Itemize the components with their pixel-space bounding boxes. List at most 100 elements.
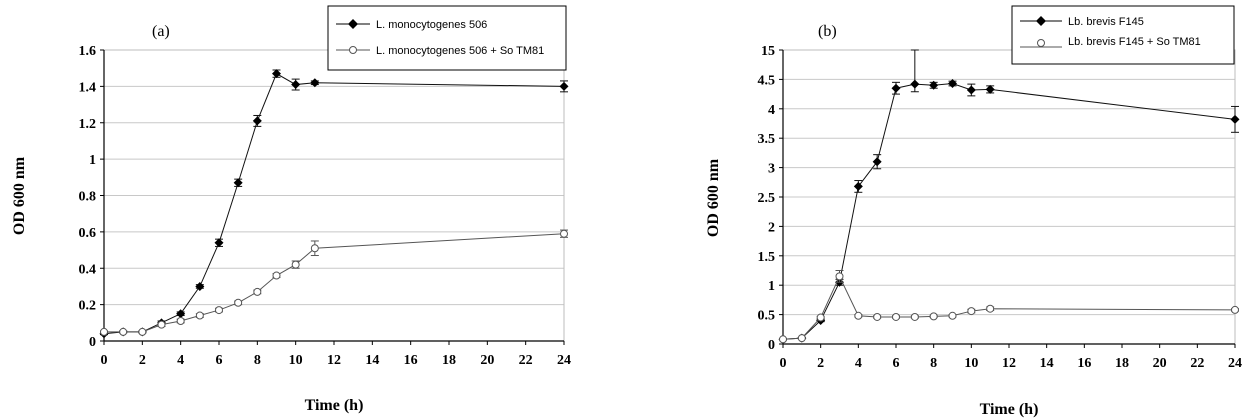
a-legend: L. monocytogenes 506 L. monocytogenes 50… bbox=[327, 5, 567, 71]
a-series bbox=[99, 69, 569, 339]
b-x-tick-label: 20 bbox=[1153, 356, 1167, 371]
a-series-1-point bbox=[214, 238, 224, 248]
a-series-1-point bbox=[176, 309, 186, 319]
a-series-2-point bbox=[157, 320, 166, 329]
b-y-tick-label: 0 bbox=[768, 338, 775, 353]
b-x-tick-label: 8 bbox=[930, 356, 937, 371]
a-series-2-point bbox=[176, 316, 185, 325]
b-series-1-point bbox=[891, 83, 901, 93]
a-x-tick-label: 16 bbox=[404, 353, 418, 368]
a-series-1-point bbox=[252, 116, 262, 126]
a-series-2-point bbox=[560, 229, 568, 238]
a-series-1-point bbox=[310, 78, 320, 88]
b-series-2-point bbox=[986, 304, 995, 313]
a-x-tick-label: 18 bbox=[442, 353, 456, 368]
b-x-tick-label: 0 bbox=[780, 356, 787, 371]
a-series-2-point bbox=[215, 306, 223, 315]
b-gridlines bbox=[783, 49, 1235, 316]
b-y-tick-label: 0.5 bbox=[758, 309, 776, 324]
b-x-axis-title: Time (h) bbox=[980, 401, 1039, 418]
b-y-axis-title: OD 600 nm bbox=[705, 158, 722, 237]
b-legend-circle-icon bbox=[1037, 39, 1045, 47]
b-series-2-point bbox=[892, 312, 900, 321]
b-series-2-point bbox=[873, 312, 882, 321]
b-series-2-point bbox=[967, 307, 976, 316]
b-series-2-point bbox=[929, 312, 938, 321]
a-x-tick-label: 24 bbox=[557, 353, 571, 368]
a-x-axis-title: Time (h) bbox=[305, 397, 364, 414]
b-y-tick-label: 3.5 bbox=[758, 132, 776, 147]
a-legend-label-2: L. monocytogenes 506 + So TM81 bbox=[376, 45, 544, 57]
b-series-1-point bbox=[910, 79, 920, 89]
a-series-1-point bbox=[559, 81, 569, 91]
a-legend-box bbox=[327, 5, 567, 71]
a-y-tick-label: 0.6 bbox=[79, 226, 97, 241]
b-series-2-point bbox=[1231, 305, 1239, 314]
a-panel-label: (a) bbox=[152, 23, 170, 40]
b-legend: Lb. brevis F145 Lb. brevis F145 + So TM8… bbox=[1011, 5, 1235, 65]
b-series bbox=[778, 49, 1240, 344]
b-x-tick-label: 6 bbox=[893, 356, 900, 371]
b-y-tick-label: 1 bbox=[768, 279, 775, 294]
a-series-2-point bbox=[272, 271, 281, 280]
b-x-tick-label: 2 bbox=[817, 356, 824, 371]
b-series-1-point bbox=[872, 157, 882, 167]
a-series-2-point bbox=[138, 327, 147, 336]
a-x-tick-label: 20 bbox=[480, 353, 494, 368]
b-series-1-point bbox=[929, 80, 939, 90]
b-x-tick-label: 22 bbox=[1190, 356, 1204, 371]
panel-a: 00.20.40.60.811.21.41.60 2 4 6 8 10 12 14 16 18 20… bbox=[11, 5, 572, 414]
a-x-tick-label: 4 bbox=[177, 353, 184, 368]
a-y-tick-label: 1.6 bbox=[79, 44, 97, 59]
a-y-axis-title: OD 600 nm bbox=[11, 156, 28, 235]
b-legend-label-1: Lb. brevis F145 bbox=[1068, 16, 1144, 28]
b-legend-diamond-icon bbox=[1036, 16, 1046, 26]
b-x-tick-label: 4 bbox=[855, 356, 862, 371]
a-series-1-point bbox=[233, 178, 243, 188]
b-series-1-point bbox=[948, 79, 957, 89]
b-panel-label: (b) bbox=[818, 23, 837, 40]
a-ticks: 00.20.40.60.811.21.41.60 2 4 6 8 10 12 14 16 18 20… bbox=[79, 44, 572, 368]
b-series-2-point bbox=[797, 334, 806, 343]
b-series-1-point bbox=[1230, 114, 1240, 124]
b-x-tick-label: 14 bbox=[1040, 356, 1054, 371]
a-legend-label-1: L. monocytogenes 506 bbox=[376, 19, 487, 31]
a-series-1-point bbox=[272, 69, 281, 79]
a-x-tick-label: 12 bbox=[327, 353, 341, 368]
b-series-2-point bbox=[948, 311, 957, 320]
a-legend-circle-icon bbox=[349, 46, 357, 54]
b-x-tick-label: 12 bbox=[1002, 356, 1016, 371]
b-y-tick-label: 2 bbox=[768, 220, 775, 235]
b-x-tick-label: 24 bbox=[1228, 356, 1242, 371]
a-series-2-point bbox=[100, 327, 108, 336]
b-series-2-point bbox=[816, 313, 825, 322]
b-series-1-point bbox=[985, 84, 995, 94]
a-x-tick-label: 22 bbox=[519, 353, 533, 368]
b-y-tick-label: 4 bbox=[768, 103, 775, 118]
b-x-tick-label: 16 bbox=[1077, 356, 1091, 371]
b-legend-box bbox=[1011, 5, 1235, 65]
a-y-tick-label: 0.8 bbox=[79, 190, 97, 205]
b-legend-label-2: Lb. brevis F145 + So TM81 bbox=[1068, 36, 1201, 48]
a-series-1-point bbox=[195, 281, 205, 291]
a-y-tick-label: 1.4 bbox=[79, 80, 97, 95]
a-x-tick-label: 0 bbox=[101, 353, 108, 368]
a-series-2-point bbox=[119, 327, 128, 336]
a-gridlines bbox=[104, 49, 564, 306]
a-y-tick-label: 1 bbox=[89, 153, 96, 168]
a-x-tick-label: 8 bbox=[254, 353, 261, 368]
a-series-2-point bbox=[291, 260, 300, 269]
b-series-2-point bbox=[854, 311, 863, 320]
b-x-tick-label: 10 bbox=[964, 356, 978, 371]
a-series-2-point bbox=[195, 311, 204, 320]
b-series-1-point bbox=[966, 85, 976, 95]
a-y-tick-label: 0.2 bbox=[79, 299, 97, 314]
a-series-2-point bbox=[310, 244, 319, 253]
b-series-2-point bbox=[910, 312, 919, 321]
b-series-2-line bbox=[782, 275, 1236, 340]
b-y-tick-label: 15 bbox=[761, 44, 775, 59]
a-legend-diamond-icon bbox=[348, 19, 358, 29]
b-y-tick-label: 4.5 bbox=[758, 73, 776, 88]
